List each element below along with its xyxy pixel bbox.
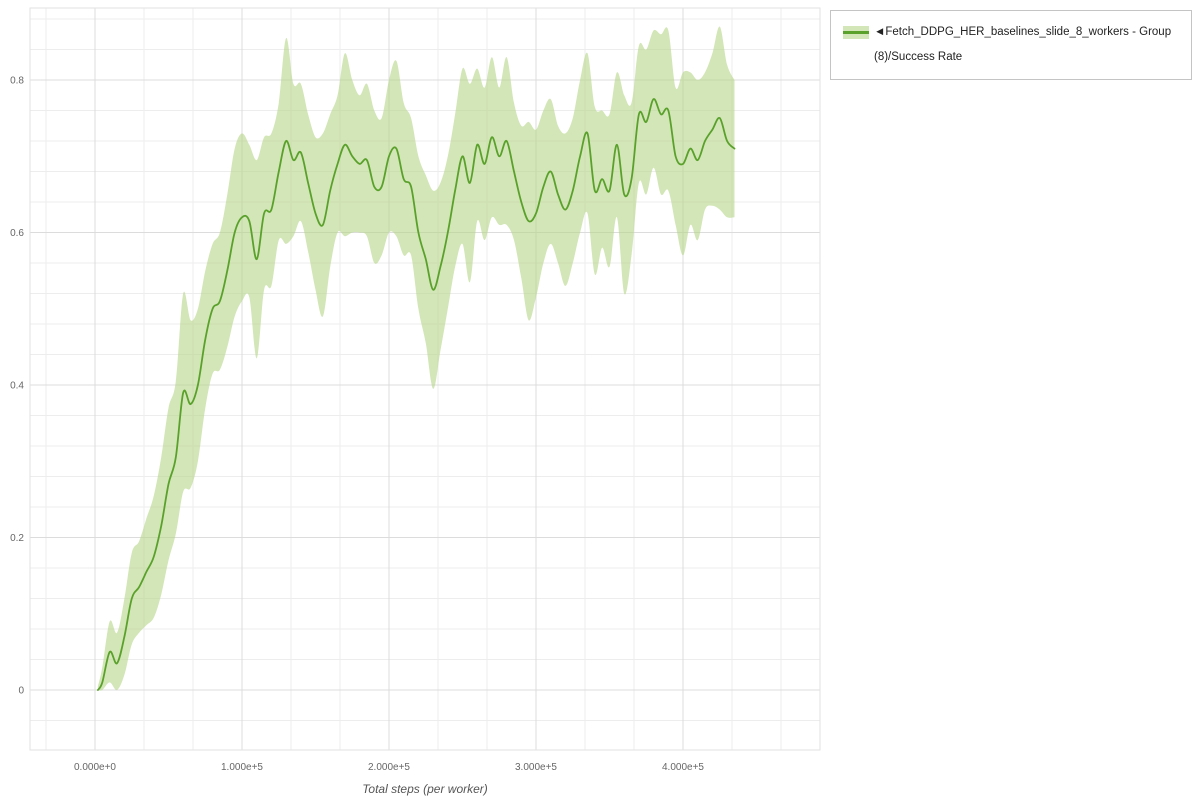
series-line xyxy=(97,98,736,691)
y-tick-label: 0 xyxy=(18,686,24,697)
series-swatch-icon xyxy=(843,26,869,39)
x-tick-label: 4.000e+5 xyxy=(662,762,704,773)
confidence-band xyxy=(97,26,735,691)
legend[interactable]: ◄Fetch_DDPG_HER_baselines_slide_8_worker… xyxy=(830,10,1192,80)
line-swatch xyxy=(843,31,869,34)
legend-series-label: ◄Fetch_DDPG_HER_baselines_slide_8_worker… xyxy=(874,26,1172,63)
x-axis-label: Total steps (per worker) xyxy=(362,782,488,796)
x-tick-label: 3.000e+5 xyxy=(515,762,557,773)
y-tick-label: 0.4 xyxy=(10,381,24,392)
x-tick-label: 0.000e+0 xyxy=(74,762,116,773)
y-tick-label: 0.2 xyxy=(10,533,24,544)
plot-frame xyxy=(29,7,821,751)
x-tick-label: 1.000e+5 xyxy=(221,762,263,773)
y-tick-label: 0.8 xyxy=(10,76,24,87)
x-tick-label: 2.000e+5 xyxy=(368,762,410,773)
y-tick-label: 0.6 xyxy=(10,228,24,239)
